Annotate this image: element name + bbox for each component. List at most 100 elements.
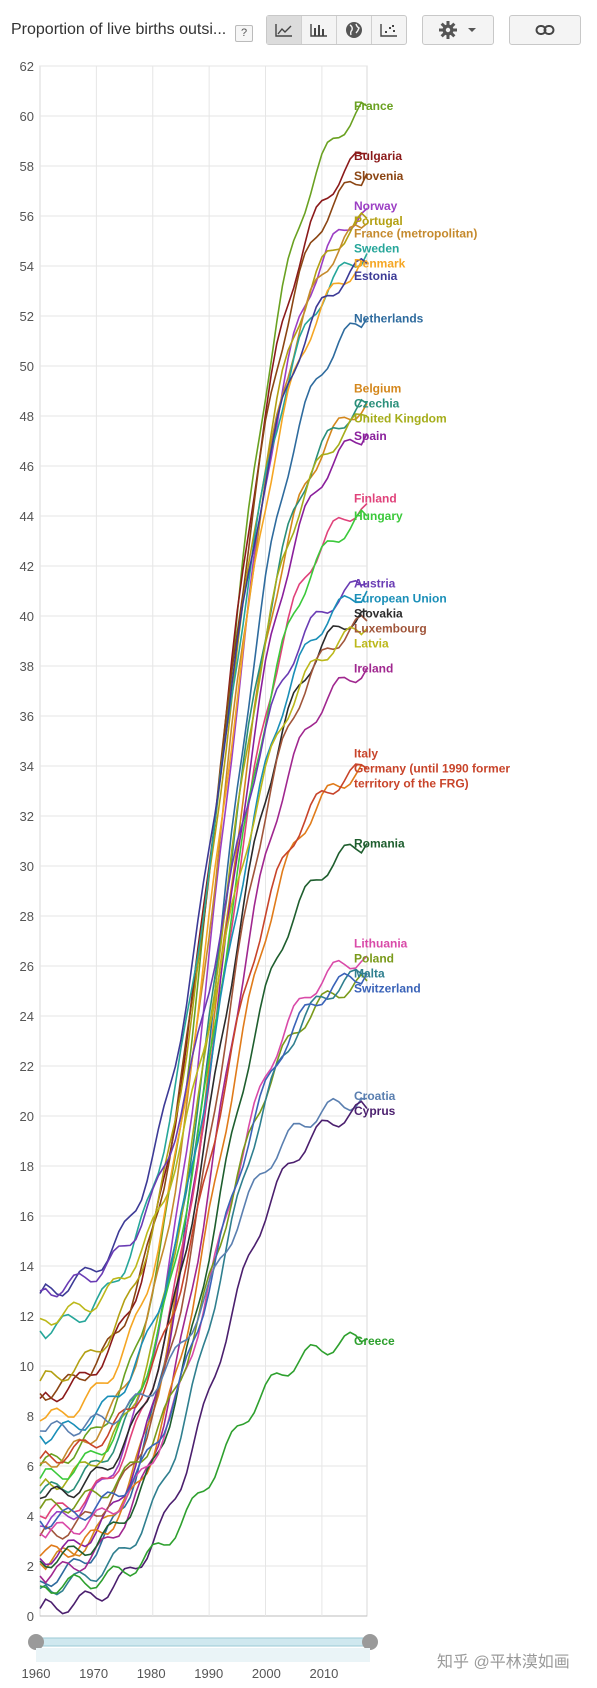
series-label[interactable]: Italy bbox=[354, 747, 378, 761]
series-line-finland[interactable] bbox=[39, 502, 368, 1520]
series-label[interactable]: Cyprus bbox=[354, 1104, 396, 1118]
series-line-cyprus[interactable] bbox=[39, 1100, 368, 1615]
gear-icon bbox=[439, 21, 457, 39]
chevron-down-icon bbox=[468, 28, 476, 32]
series-label[interactable]: Slovenia bbox=[354, 169, 404, 183]
series-label[interactable]: Hungary bbox=[354, 509, 403, 523]
series-label[interactable]: Belgium bbox=[354, 382, 401, 396]
chart-type-switcher bbox=[266, 15, 407, 45]
scrubber-start-handle[interactable] bbox=[28, 1634, 44, 1650]
scrubber-ticks: 1960 1970 1980 1990 2000 2010 bbox=[22, 1666, 339, 1681]
series-label[interactable]: Malta bbox=[354, 967, 385, 981]
series-label[interactable]: Romania bbox=[354, 837, 405, 851]
series-line-estonia[interactable] bbox=[39, 257, 368, 1297]
series-label[interactable]: Bulgaria bbox=[354, 149, 402, 163]
y-tick-label: 38 bbox=[20, 659, 34, 674]
bar-chart-icon bbox=[310, 24, 327, 37]
map-button[interactable] bbox=[337, 16, 372, 44]
globe-icon bbox=[346, 22, 362, 38]
y-tick-label: 34 bbox=[20, 759, 34, 774]
series-line-france-metropolitan-[interactable] bbox=[39, 222, 368, 1468]
x-tick-label: 1980 bbox=[138, 1625, 167, 1628]
y-tick-label: 60 bbox=[20, 109, 34, 124]
series-label[interactable]: Poland bbox=[354, 952, 394, 966]
link-button[interactable] bbox=[509, 15, 581, 45]
bar-chart-button[interactable] bbox=[302, 16, 337, 44]
y-tick-label: 12 bbox=[20, 1309, 34, 1324]
scrubber-tick-label: 1990 bbox=[194, 1666, 223, 1681]
series-line-united-kingdom[interactable] bbox=[39, 413, 368, 1491]
y-tick-label: 62 bbox=[20, 62, 34, 74]
link-icon bbox=[535, 25, 555, 35]
y-tick-label: 30 bbox=[20, 859, 34, 874]
series-label[interactable]: Portugal bbox=[354, 214, 403, 228]
y-tick-label: 20 bbox=[20, 1109, 34, 1124]
series-label[interactable]: Estonia bbox=[354, 269, 398, 283]
series-line-romania[interactable] bbox=[39, 843, 368, 1569]
series-line-poland[interactable] bbox=[39, 972, 368, 1514]
series-line-latvia[interactable] bbox=[39, 626, 368, 1326]
series-label[interactable]: Denmark bbox=[354, 257, 406, 271]
series-label[interactable]: Austria bbox=[354, 577, 396, 591]
range-scrubber[interactable]: 1960 1970 1980 1990 2000 2010 bbox=[0, 1628, 597, 1688]
scatter-icon bbox=[380, 24, 397, 37]
series-label[interactable]: Netherlands bbox=[354, 312, 424, 326]
link-button-body bbox=[510, 16, 580, 44]
y-tick-label: 18 bbox=[20, 1159, 34, 1174]
series-line-austria[interactable] bbox=[39, 579, 368, 1298]
y-tick-label: 48 bbox=[20, 409, 34, 424]
series-label[interactable]: Croatia bbox=[354, 1089, 396, 1103]
axis-ticks: 0246810121416182022242628303234363840424… bbox=[20, 62, 337, 1628]
series-label[interactable]: France (metropolitan) bbox=[354, 227, 477, 241]
series-line-italy[interactable] bbox=[39, 763, 368, 1558]
series-label[interactable]: Luxembourg bbox=[354, 622, 427, 636]
series-line-ireland[interactable] bbox=[39, 668, 368, 1584]
series-label[interactable]: European Union bbox=[354, 592, 447, 606]
series-label[interactable]: Czechia bbox=[354, 397, 400, 411]
y-tick-label: 56 bbox=[20, 209, 34, 224]
line-chart-icon bbox=[275, 24, 292, 37]
series-line-luxembourg[interactable] bbox=[39, 614, 368, 1540]
help-button[interactable]: ? bbox=[235, 25, 253, 42]
series-label[interactable]: Norway bbox=[354, 199, 398, 213]
series-label[interactable]: territory of the FRG) bbox=[354, 777, 469, 791]
y-tick-label: 16 bbox=[20, 1209, 34, 1224]
series-label[interactable]: United Kingdom bbox=[354, 412, 447, 426]
series-line-malta[interactable] bbox=[39, 968, 368, 1596]
series-label[interactable]: Ireland bbox=[354, 662, 393, 676]
series-label[interactable]: Slovakia bbox=[354, 607, 403, 621]
y-tick-label: 44 bbox=[20, 509, 34, 524]
series-line-lithuania[interactable] bbox=[39, 955, 368, 1539]
series-label[interactable]: Lithuania bbox=[354, 937, 408, 951]
series-line-bulgaria[interactable] bbox=[39, 151, 368, 1403]
series-label[interactable]: Sweden bbox=[354, 242, 399, 256]
scrubber-track[interactable] bbox=[35, 1637, 371, 1647]
line-chart-button[interactable] bbox=[267, 16, 302, 44]
legend-labels: France Bulgaria Slovenia NorwayPortugalFran… bbox=[354, 99, 510, 1348]
scrubber-tick-label: 1970 bbox=[79, 1666, 108, 1681]
y-tick-label: 42 bbox=[20, 559, 34, 574]
series-line-european-union[interactable] bbox=[39, 590, 368, 1445]
series-label[interactable]: Spain bbox=[354, 429, 387, 443]
series-label[interactable]: France bbox=[354, 99, 394, 113]
series-line-greece[interactable] bbox=[39, 1331, 368, 1594]
series-line-germany-until-1990-former-territory-of-the-frg-[interactable] bbox=[39, 763, 368, 1464]
series-line-croatia[interactable] bbox=[39, 1097, 368, 1437]
scatter-button[interactable] bbox=[372, 16, 406, 44]
scrubber-end-handle[interactable] bbox=[362, 1634, 378, 1650]
series-label[interactable]: Switzerland bbox=[354, 982, 421, 996]
series-line-denmark[interactable] bbox=[39, 260, 368, 1422]
series-label[interactable]: Greece bbox=[354, 1334, 395, 1348]
series-line-switzerland[interactable] bbox=[39, 972, 368, 1530]
series-label[interactable]: Finland bbox=[354, 492, 397, 506]
settings-menu-button[interactable] bbox=[422, 15, 494, 45]
scrubber-tick-label: 2000 bbox=[252, 1666, 281, 1681]
y-tick-label: 32 bbox=[20, 809, 34, 824]
series-label[interactable]: Latvia bbox=[354, 637, 389, 651]
series-label[interactable]: Germany (until 1990 former bbox=[354, 762, 510, 776]
series-line-slovenia[interactable] bbox=[39, 173, 368, 1402]
y-tick-label: 0 bbox=[27, 1609, 34, 1624]
y-tick-label: 50 bbox=[20, 359, 34, 374]
series-line-hungary[interactable] bbox=[39, 508, 368, 1480]
scrubber-tick-label: 1980 bbox=[137, 1666, 166, 1681]
